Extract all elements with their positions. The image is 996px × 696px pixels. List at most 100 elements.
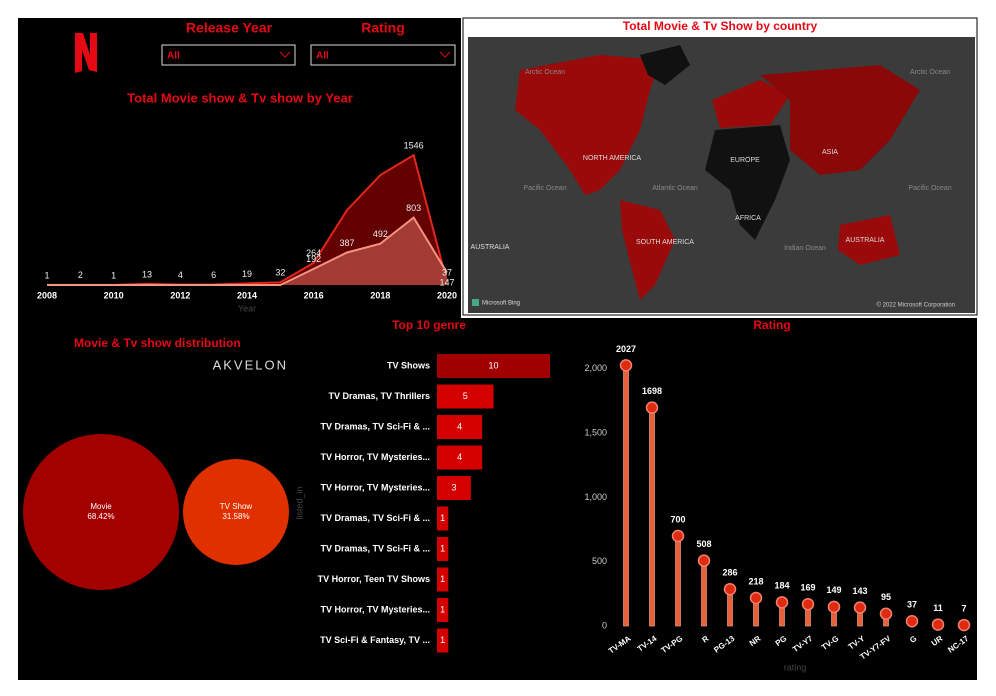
y-tick-label: TV Dramas, TV Thrillers xyxy=(328,391,430,401)
y-tick-label: TV Dramas, TV Sci-Fi & ... xyxy=(320,421,430,431)
lollipop-head xyxy=(905,614,919,628)
y-tick-label: TV Horror, TV Mysteries... xyxy=(320,604,430,614)
x-tick-label: G xyxy=(908,634,918,645)
netflix-logo xyxy=(75,33,97,73)
data-label: 1546 xyxy=(404,141,424,151)
slicer-label: Rating xyxy=(361,20,405,36)
map-label: NORTH AMERICA xyxy=(583,155,642,162)
map-label: Arctic Ocean xyxy=(525,69,565,76)
dropdown-value: All xyxy=(316,51,329,62)
bar xyxy=(437,445,483,470)
rating-dropdown[interactable] xyxy=(310,44,456,66)
data-label: 1 xyxy=(111,270,116,280)
x-tick-label: 2016 xyxy=(304,290,324,300)
x-tick-label: 2010 xyxy=(104,290,124,300)
lollipop-head xyxy=(957,618,971,632)
bar-label: 1 xyxy=(440,604,445,614)
africa xyxy=(705,125,790,240)
area-line xyxy=(47,216,448,286)
map-label: AUSTRALIA xyxy=(471,244,510,251)
map-label: Atlantic Ocean xyxy=(652,185,698,192)
lollipop-head xyxy=(645,401,659,414)
chevron xyxy=(439,51,451,58)
north-america xyxy=(515,55,660,195)
map-title: Total Movie & Tv Show by country xyxy=(623,19,818,33)
data-label: 19 xyxy=(242,269,252,279)
bar-label: 3 xyxy=(451,482,456,492)
data-label: 387 xyxy=(339,238,354,248)
data-label: 508 xyxy=(696,539,711,549)
data-label: 7 xyxy=(961,603,966,613)
data-label: 11 xyxy=(933,603,943,613)
bubble xyxy=(183,459,289,565)
bar-label: 1 xyxy=(440,635,445,645)
data-label: 13 xyxy=(142,269,152,279)
data-label: 264 xyxy=(306,248,321,258)
data-label: 32 xyxy=(275,268,285,278)
greenland xyxy=(640,45,690,85)
dropdown-value: All xyxy=(167,51,180,62)
australia xyxy=(838,215,900,265)
bar-label: 1 xyxy=(440,513,445,523)
chevron xyxy=(279,51,291,58)
lollipop-head xyxy=(827,600,841,614)
map-attribution: Microsoft Bing xyxy=(482,301,520,307)
x-tick-label: 2012 xyxy=(170,290,190,300)
europe xyxy=(712,80,790,128)
lollipop-stick xyxy=(623,365,629,627)
lollipop-head xyxy=(931,618,945,631)
y-tick-label: TV Horror, TV Mysteries... xyxy=(320,452,430,462)
map-copyright: © 2022 Microsoft Corporation xyxy=(877,302,955,309)
data-label: 147 xyxy=(439,277,454,287)
map-label: Arctic Ocean xyxy=(910,69,950,76)
bar-label: 4 xyxy=(457,452,462,462)
y-tick-label: TV Dramas, TV Sci-Fi & ... xyxy=(320,543,430,553)
data-label: 803 xyxy=(406,203,421,213)
data-label: 37 xyxy=(442,267,452,277)
y-tick-label: TV Dramas, TV Sci-Fi & ... xyxy=(320,513,430,523)
bar xyxy=(437,567,449,592)
lollipop-head xyxy=(619,359,633,372)
bar-label: 1 xyxy=(440,574,445,584)
map-label: Pacific Ocean xyxy=(523,185,566,192)
map-label: Indian Ocean xyxy=(784,245,826,252)
map-label: ASIA xyxy=(822,149,838,156)
bar xyxy=(437,384,494,409)
lollipop-head xyxy=(775,596,789,609)
y-tick-label: 500 xyxy=(592,556,607,566)
lollipop-head xyxy=(801,598,815,611)
akvelon-logo: AKVELON xyxy=(213,357,288,372)
x-tick-label: 2008 xyxy=(37,290,57,300)
lollipop-head xyxy=(879,607,893,621)
y-tick-label: TV Shows xyxy=(387,360,430,370)
y-tick-label: 1,500 xyxy=(584,428,607,438)
bar-label: 10 xyxy=(488,360,498,370)
x-tick-label: 2020 xyxy=(437,290,457,300)
chart-title: Rating xyxy=(753,318,790,332)
data-label: 1698 xyxy=(642,386,662,396)
data-label: 1 xyxy=(44,270,49,280)
map xyxy=(468,37,975,313)
bubble-label: TV Show xyxy=(220,502,253,511)
data-label: 286 xyxy=(722,568,737,578)
chart-title: Top 10 genre xyxy=(392,318,466,332)
bar-label: 1 xyxy=(440,543,445,553)
chart-title: Total Movie show & Tv show by Year xyxy=(127,90,353,105)
bubble-value: 68.42% xyxy=(87,512,114,521)
data-label: 4 xyxy=(178,270,183,280)
area-fill xyxy=(47,217,447,285)
map-label: AFRICA xyxy=(735,215,761,222)
bar-label: 4 xyxy=(457,421,462,431)
lollipop-stick xyxy=(675,535,681,627)
bubble-label: Movie xyxy=(90,502,112,511)
bubble xyxy=(23,433,180,591)
y-tick-label: 2,000 xyxy=(584,363,607,373)
map-label: AUSTRALIA xyxy=(846,237,885,244)
release-year-dropdown[interactable] xyxy=(161,44,296,66)
x-axis-label: rating xyxy=(784,662,807,672)
y-tick-label: 0 xyxy=(602,620,607,630)
data-label: 492 xyxy=(373,229,388,239)
slicer-label: Release Year xyxy=(186,20,273,36)
bar xyxy=(437,537,449,561)
